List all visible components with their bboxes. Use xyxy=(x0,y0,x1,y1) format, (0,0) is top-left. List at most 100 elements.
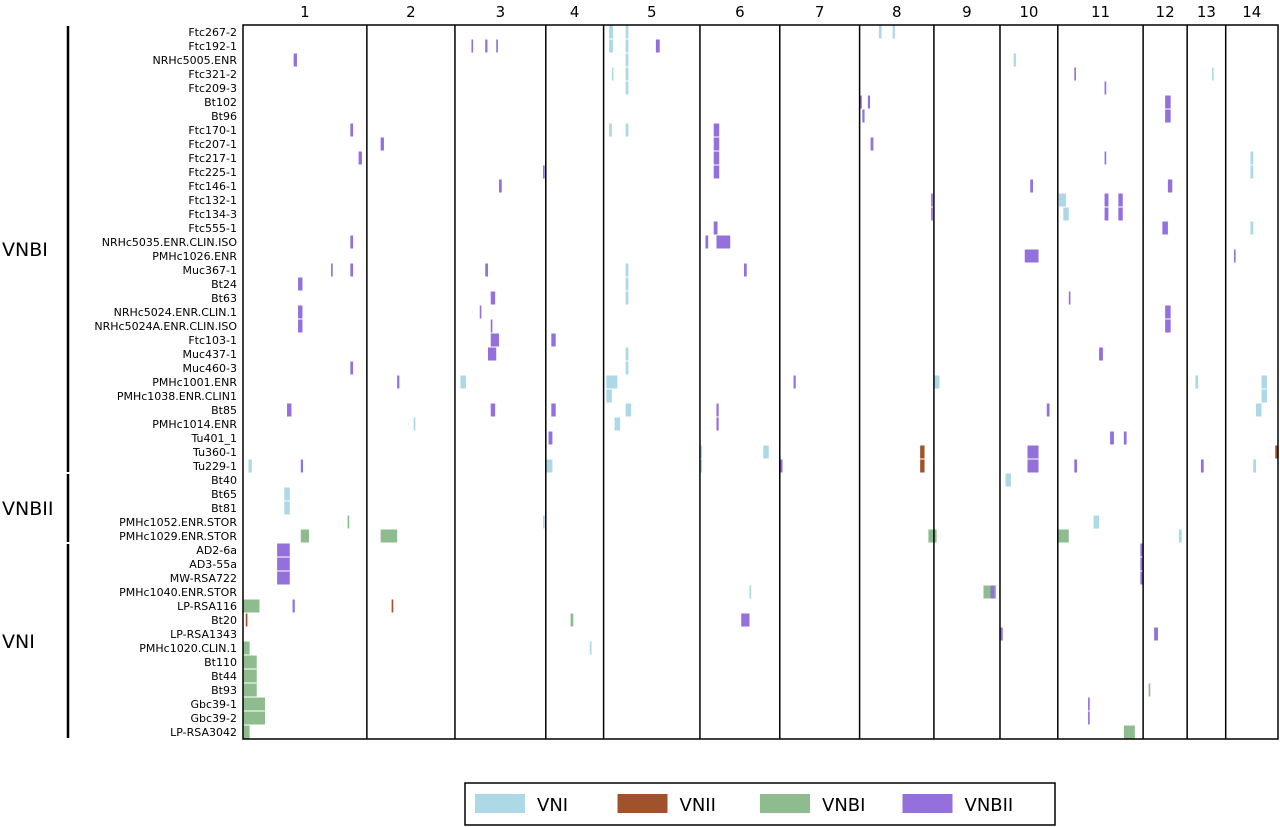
segment-vnbii xyxy=(485,263,488,277)
segment-vnbii xyxy=(277,543,290,557)
segment-vnbii xyxy=(551,403,556,417)
segment-vnbii xyxy=(485,39,488,53)
segment-vnbii xyxy=(655,39,660,53)
segment-vnbii xyxy=(1140,543,1143,557)
segment-vnbii xyxy=(716,417,719,431)
segment-vni xyxy=(545,459,553,473)
segment-vnbii xyxy=(350,361,354,375)
segment-vni xyxy=(699,445,703,459)
chromosome-divider-layer xyxy=(366,25,1227,739)
segment-vni xyxy=(763,445,769,459)
sample-label: NRHc5024.ENR.CLIN.1 xyxy=(114,306,237,319)
segment-vnbii xyxy=(1027,459,1039,473)
segment-vni xyxy=(625,81,629,95)
segment-vni xyxy=(609,39,613,53)
segment-vnbii xyxy=(292,599,295,613)
segment-vnbii xyxy=(705,235,709,249)
segment-vni xyxy=(460,375,466,389)
segment-vnbii xyxy=(1104,151,1107,165)
segment-vnbii xyxy=(859,95,862,109)
segment-vnbi xyxy=(243,725,250,739)
sample-label: Bt40 xyxy=(211,474,237,487)
legend-swatch-vnbi xyxy=(760,794,810,813)
segment-vni xyxy=(1255,403,1262,417)
segment-vni xyxy=(625,67,629,81)
segment-vni xyxy=(1178,529,1182,543)
segment-vnbii xyxy=(1162,221,1168,235)
segment-vnbii xyxy=(1140,571,1143,585)
segment-vni xyxy=(1093,515,1100,529)
segment-vnbii xyxy=(496,39,498,53)
segment-vni xyxy=(1253,459,1256,473)
sample-label: Muc367-1 xyxy=(183,264,237,277)
segment-vnbii xyxy=(298,277,303,291)
sample-label: Muc460-3 xyxy=(183,362,237,375)
segment-vnbii xyxy=(713,165,720,179)
segment-vnbi xyxy=(243,697,266,711)
sample-label: Tu360-1 xyxy=(192,446,237,459)
segment-vni xyxy=(1013,53,1016,67)
segment-vnbii xyxy=(277,557,290,571)
segment-vnbii xyxy=(331,263,333,277)
segment-vni xyxy=(625,123,629,137)
segment-vnbi xyxy=(928,529,937,543)
group-label: VNBII xyxy=(2,498,53,520)
sample-label: PMHc1029.ENR.STOR xyxy=(119,530,237,543)
sample-label: MW-RSA722 xyxy=(170,572,237,585)
segment-vnii xyxy=(391,599,394,613)
segment-vnbii xyxy=(1088,711,1090,725)
segment-vnbii xyxy=(1118,193,1123,207)
segment-vnbii xyxy=(471,39,474,53)
segment-vni xyxy=(589,641,592,655)
segment-vnbii xyxy=(743,263,747,277)
segment-vnbi xyxy=(347,515,350,529)
legend: VNI VNII VNBI VNBII xyxy=(464,782,1056,826)
sample-label: Ftc321-2 xyxy=(188,68,237,81)
segment-vnbi xyxy=(243,599,260,613)
segment-vnbii xyxy=(1165,109,1171,123)
segment-vnbii xyxy=(716,235,731,249)
sample-label: Bt85 xyxy=(211,404,237,417)
segment-vni xyxy=(284,501,290,515)
segment-vni xyxy=(614,417,621,431)
segment-vni xyxy=(749,585,752,599)
sample-label: Bt20 xyxy=(211,614,237,627)
sample-label: LP-RSA3042 xyxy=(170,726,237,739)
sample-label: AD2-6a xyxy=(196,544,237,557)
segment-vnbii xyxy=(499,179,502,193)
segment-vnbii xyxy=(1233,249,1236,263)
segment-vnbii xyxy=(1099,347,1103,361)
chromosome-label: 4 xyxy=(570,3,580,21)
segment-vni xyxy=(878,25,882,39)
segment-vnbi xyxy=(1057,529,1069,543)
segment-vnbii xyxy=(713,137,720,151)
sample-label: Ftc207-1 xyxy=(188,138,237,151)
segment-vnbi xyxy=(243,655,257,669)
segment-vni xyxy=(625,25,629,39)
sample-label: Gbc39-2 xyxy=(190,712,237,725)
segment-vni xyxy=(699,459,703,473)
sample-label: Ftc555-1 xyxy=(188,222,237,235)
segment-vnbii xyxy=(543,165,545,179)
segment-vni xyxy=(625,403,632,417)
segment-vnbii xyxy=(551,333,556,347)
segment-vnbii xyxy=(1123,431,1127,445)
segment-vnbii xyxy=(990,585,995,599)
segment-vnbii xyxy=(1046,403,1050,417)
sample-label: Bt24 xyxy=(211,278,237,291)
segment-vnbii xyxy=(1030,179,1034,193)
segment-vnbii xyxy=(862,109,865,123)
sample-label: Muc437-1 xyxy=(183,348,237,361)
chromosome-label: 12 xyxy=(1156,3,1175,21)
chromosome-label: 5 xyxy=(647,3,657,21)
segment-vnbi xyxy=(243,669,257,683)
segment-vnbii xyxy=(999,627,1003,641)
segment-vnbi xyxy=(380,529,398,543)
segment-vni xyxy=(625,263,629,277)
chromosome-label: 13 xyxy=(1197,3,1216,21)
segment-vnbii xyxy=(1104,193,1109,207)
segment-vnbii xyxy=(1118,207,1123,221)
chromosome-label: 1 xyxy=(300,3,310,21)
segment-vni xyxy=(625,291,629,305)
